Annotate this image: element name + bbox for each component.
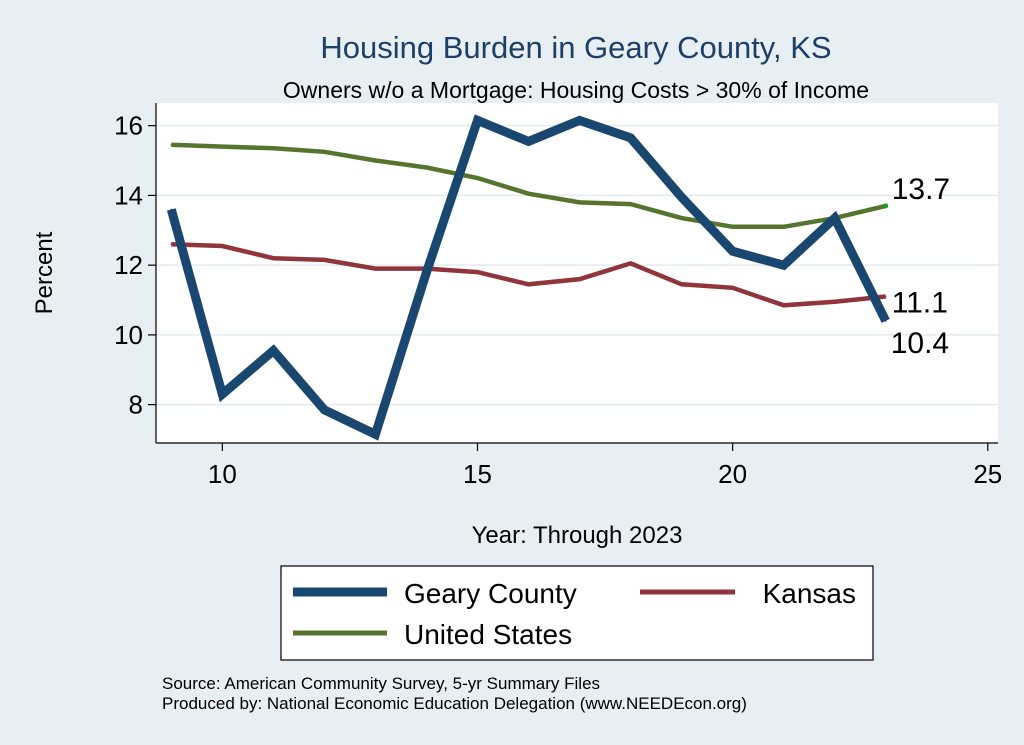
data-point-geary-county (170, 208, 173, 211)
data-point-geary-county (782, 264, 785, 266)
data-point-united-states (731, 225, 734, 228)
data-point-united-states (374, 159, 377, 162)
data-point-geary-county (374, 433, 377, 436)
x-tick-label-10: 10 (208, 459, 237, 489)
legend-box (280, 565, 874, 661)
legend: Geary County Kansas United States (280, 565, 874, 661)
data-point-geary-county (272, 349, 275, 352)
x-axis-label: Year: Through 2023 (472, 522, 683, 549)
end-labels: 10.4 11.1 13.7 (883, 173, 950, 360)
data-point-kansas (323, 259, 326, 261)
data-point-united-states (629, 203, 632, 205)
source-note: Source: American Community Survey, 5-yr … (162, 674, 600, 693)
data-point-geary-county (731, 250, 734, 253)
y-tick-label-10: 10 (114, 320, 143, 350)
legend-label-united-states: United States (404, 619, 572, 650)
data-point-kansas (527, 283, 530, 286)
y-tick-label-8: 8 (129, 390, 143, 420)
end-marker-united-states (883, 203, 889, 209)
chart-title: Housing Burden in Geary County, KS (320, 30, 831, 65)
data-point-united-states (221, 145, 224, 148)
data-point-geary-county (629, 137, 632, 139)
data-point-geary-county (323, 409, 326, 411)
data-point-united-states (170, 144, 173, 146)
data-point-united-states (782, 225, 785, 228)
data-point-united-states (476, 177, 479, 179)
data-point-geary-county (833, 217, 836, 219)
data-point-geary-county (680, 196, 683, 198)
data-point-united-states (272, 147, 275, 150)
x-axis-ticks: 10 15 20 25 (208, 443, 1002, 489)
data-point-geary-county (476, 119, 479, 122)
legend-label-kansas: Kansas (763, 578, 856, 609)
data-point-united-states (323, 151, 326, 153)
produced-note: Produced by: National Economic Education… (162, 694, 747, 713)
data-point-geary-county (221, 393, 224, 395)
y-tick-label-16: 16 (114, 111, 143, 141)
y-tick-label-12: 12 (114, 250, 143, 280)
data-point-kansas (272, 257, 275, 259)
x-tick-label-25: 25 (973, 459, 1002, 489)
series-group (166, 114, 890, 441)
y-axis-ticks: 8 10 12 14 16 (114, 111, 156, 420)
data-point-kansas (731, 287, 734, 289)
data-point-kansas (578, 278, 581, 280)
chart-subtitle: Owners w/o a Mortgage: Housing Costs > 3… (283, 77, 869, 103)
data-point-kansas (629, 262, 632, 265)
data-point-kansas (170, 243, 173, 246)
end-label-geary-county: 10.4 (891, 327, 949, 360)
data-point-kansas (476, 271, 479, 273)
data-point-kansas (221, 245, 224, 247)
data-point-united-states (527, 192, 530, 195)
data-point-united-states (578, 201, 581, 204)
data-point-kansas (374, 267, 377, 270)
data-point-geary-county (884, 320, 887, 322)
data-point-kansas (884, 295, 887, 298)
legend-label-geary-county: Geary County (404, 578, 577, 609)
data-point-united-states (680, 217, 683, 219)
y-tick-label-14: 14 (114, 180, 143, 210)
end-label-kansas: 11.1 (892, 287, 948, 320)
data-point-kansas (680, 283, 683, 286)
data-point-geary-county (578, 119, 581, 122)
end-label-united-states: 13.7 (892, 173, 950, 206)
data-point-kansas (782, 304, 785, 307)
data-point-geary-county (425, 271, 428, 273)
plot-area (156, 103, 998, 443)
x-tick-label-20: 20 (718, 459, 747, 489)
y-axis-label: Percent (31, 231, 58, 314)
data-point-kansas (833, 300, 836, 303)
data-point-geary-county (527, 140, 530, 143)
x-tick-label-15: 15 (463, 459, 492, 489)
data-point-united-states (425, 166, 428, 169)
